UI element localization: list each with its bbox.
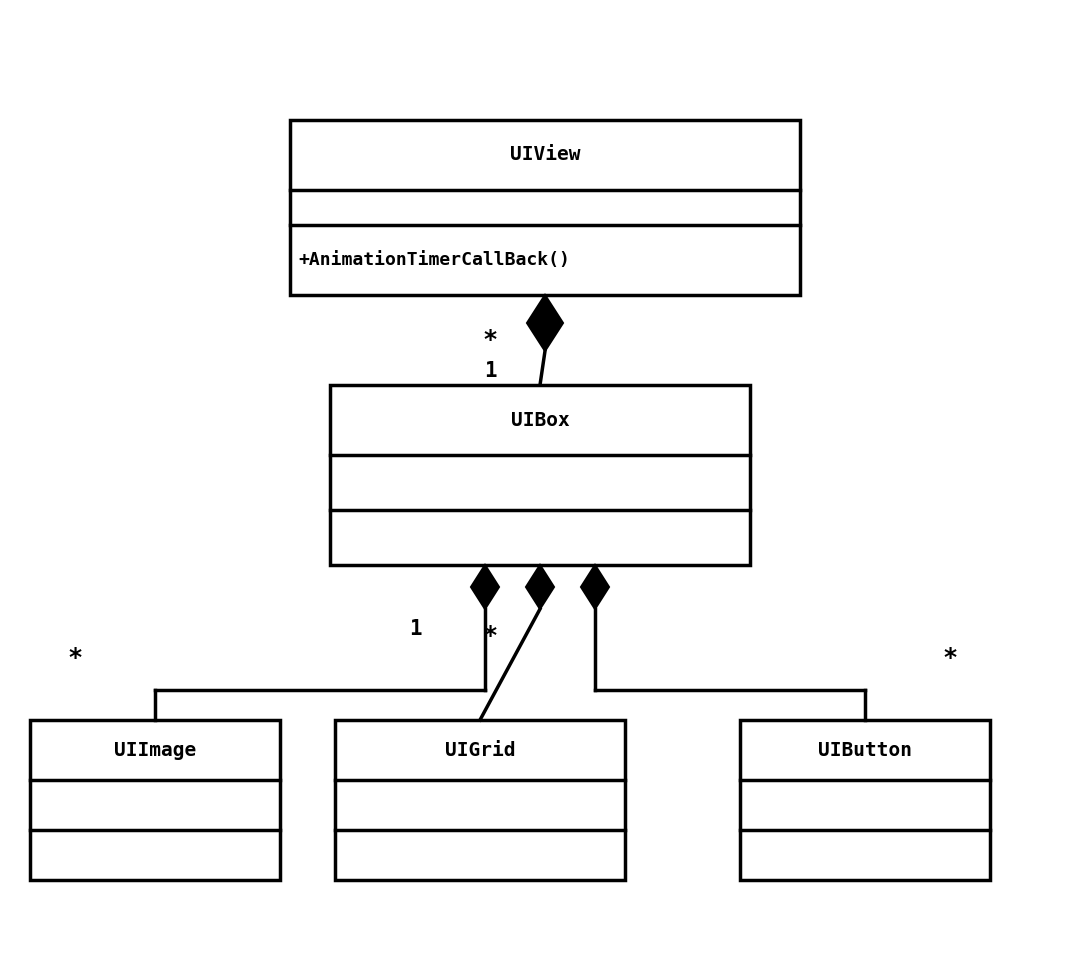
Polygon shape — [527, 295, 563, 351]
Text: *: * — [68, 646, 83, 670]
Polygon shape — [526, 565, 554, 609]
Polygon shape — [472, 565, 499, 609]
Text: UIButton: UIButton — [818, 740, 911, 759]
Polygon shape — [582, 565, 609, 609]
Text: +AnimationTimerCallBack(): +AnimationTimerCallBack() — [298, 251, 570, 269]
Bar — [335, 720, 625, 880]
Text: 1: 1 — [408, 619, 421, 639]
Text: *: * — [482, 328, 498, 352]
Text: UIView: UIView — [510, 145, 580, 164]
Bar — [741, 720, 990, 880]
Text: UIImage: UIImage — [114, 740, 196, 759]
Text: UIBox: UIBox — [511, 411, 570, 430]
Bar — [330, 385, 750, 565]
Text: *: * — [942, 646, 957, 670]
Text: UIGrid: UIGrid — [444, 740, 515, 759]
Text: *: * — [482, 624, 498, 648]
Text: 1: 1 — [484, 361, 497, 381]
Bar — [30, 720, 280, 880]
Bar — [290, 120, 800, 295]
